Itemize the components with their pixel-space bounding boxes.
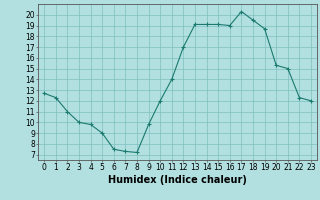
X-axis label: Humidex (Indice chaleur): Humidex (Indice chaleur) bbox=[108, 175, 247, 185]
